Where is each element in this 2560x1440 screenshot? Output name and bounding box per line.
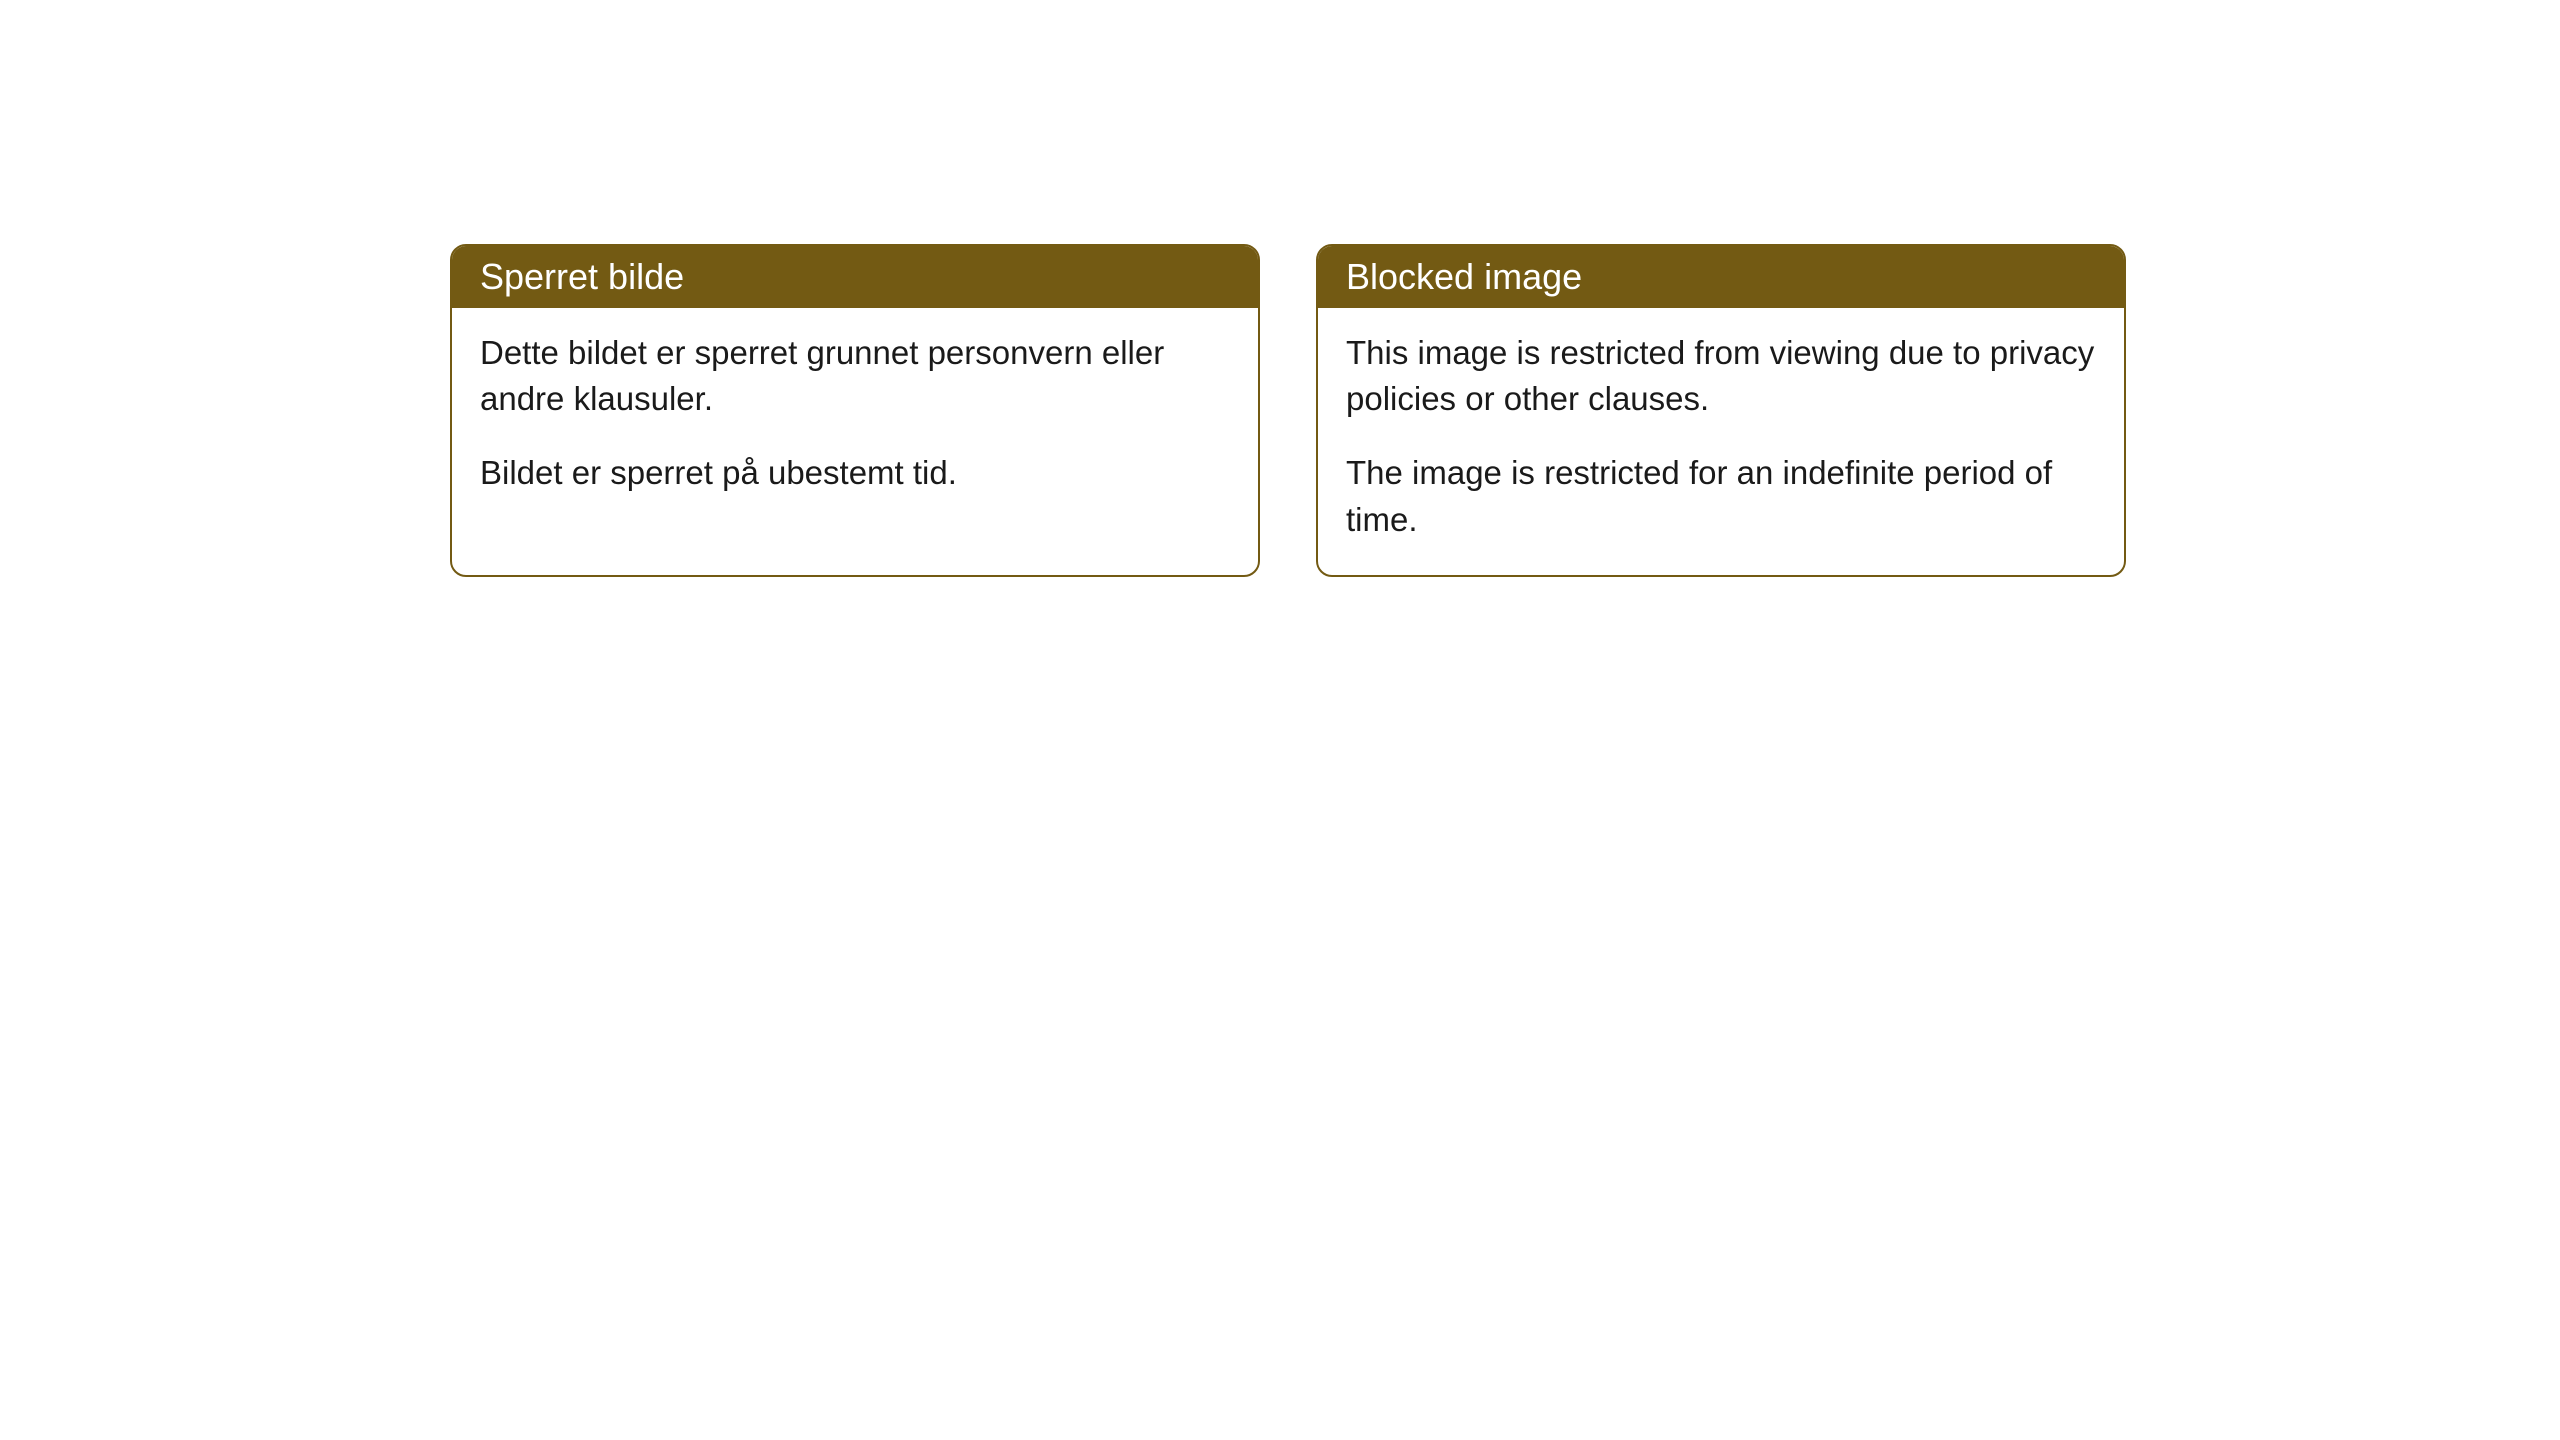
blocked-image-card-english: Blocked image This image is restricted f… — [1316, 244, 2126, 577]
card-paragraph-2: Bildet er sperret på ubestemt tid. — [480, 450, 1230, 496]
card-paragraph-2: The image is restricted for an indefinit… — [1346, 450, 2096, 542]
card-header: Blocked image — [1318, 246, 2124, 308]
card-header: Sperret bilde — [452, 246, 1258, 308]
card-title: Blocked image — [1346, 256, 1582, 297]
card-paragraph-1: This image is restricted from viewing du… — [1346, 330, 2096, 422]
card-body: This image is restricted from viewing du… — [1318, 308, 2124, 575]
card-body: Dette bildet er sperret grunnet personve… — [452, 308, 1258, 529]
card-title: Sperret bilde — [480, 256, 684, 297]
blocked-image-card-norwegian: Sperret bilde Dette bildet er sperret gr… — [450, 244, 1260, 577]
notice-cards-container: Sperret bilde Dette bildet er sperret gr… — [450, 244, 2126, 577]
card-paragraph-1: Dette bildet er sperret grunnet personve… — [480, 330, 1230, 422]
